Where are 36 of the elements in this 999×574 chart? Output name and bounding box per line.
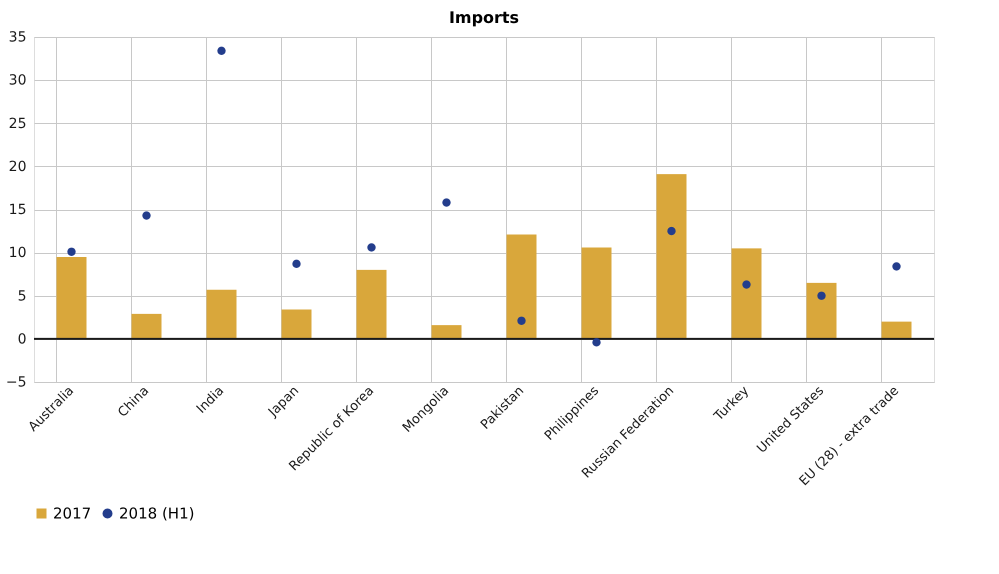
y-tick-label: 0 bbox=[18, 331, 26, 348]
bar bbox=[806, 282, 836, 339]
point bbox=[217, 46, 226, 55]
bar bbox=[206, 290, 236, 339]
bar bbox=[506, 234, 536, 339]
point bbox=[892, 262, 901, 271]
bar bbox=[882, 322, 912, 339]
bar bbox=[356, 270, 386, 339]
bar bbox=[282, 310, 312, 339]
y-tick-label: 10 bbox=[8, 245, 26, 262]
point bbox=[517, 316, 526, 325]
point bbox=[292, 260, 301, 268]
point bbox=[667, 226, 676, 236]
bar bbox=[56, 256, 86, 339]
y-tick-label: 20 bbox=[8, 158, 26, 175]
legend-label: 2017 bbox=[53, 504, 92, 522]
chart-title: Imports bbox=[448, 8, 520, 27]
point bbox=[817, 292, 826, 300]
bar bbox=[432, 325, 462, 339]
bar bbox=[732, 248, 762, 339]
legend-label: 2018 (H1) bbox=[119, 504, 194, 522]
y-tick-label: −5 bbox=[6, 374, 26, 390]
y-tick-label: 5 bbox=[18, 288, 26, 304]
point bbox=[742, 280, 751, 289]
point bbox=[367, 243, 376, 252]
y-tick-label: 35 bbox=[8, 30, 26, 46]
point bbox=[442, 198, 451, 207]
point bbox=[592, 338, 601, 346]
y-tick-label: 15 bbox=[8, 202, 26, 218]
y-tick-label: 25 bbox=[8, 116, 26, 132]
point bbox=[142, 211, 151, 220]
point bbox=[67, 248, 76, 256]
bar bbox=[656, 174, 686, 339]
bar bbox=[132, 314, 162, 339]
y-tick-label: 30 bbox=[8, 72, 26, 89]
bar bbox=[582, 247, 612, 339]
